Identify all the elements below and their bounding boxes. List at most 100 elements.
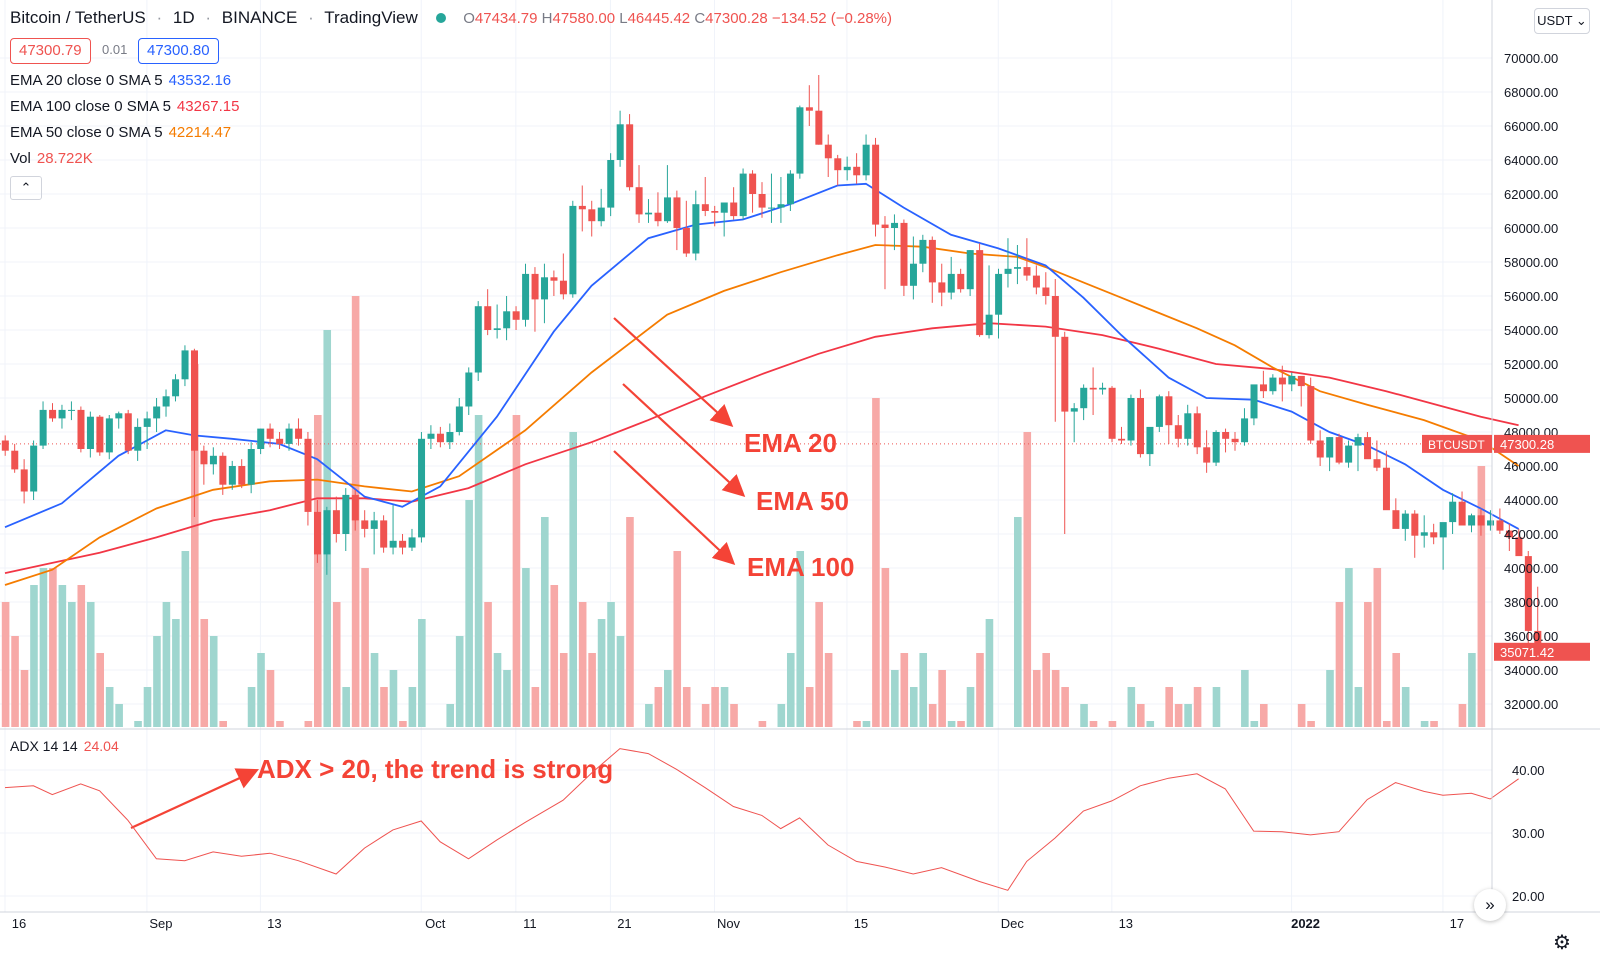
candle-body	[1051, 296, 1059, 337]
go-to-realtime-button[interactable]: »	[1474, 889, 1506, 921]
interval-label[interactable]: 1D	[172, 8, 195, 27]
volume-bar	[1364, 602, 1372, 727]
volume-bar	[313, 415, 322, 727]
volume-bar	[484, 602, 492, 727]
candle-body	[853, 166, 861, 176]
candle-body	[862, 144, 870, 176]
candle-body	[1439, 522, 1447, 538]
candle-body	[815, 110, 823, 145]
collapse-legend-button[interactable]: ⌃	[10, 176, 42, 200]
candle-body	[181, 350, 189, 380]
candle-body	[389, 540, 397, 548]
symbol-name[interactable]: Bitcoin / TetherUS	[10, 8, 146, 27]
ema50-annotation-arrow	[622, 383, 746, 497]
price-tick-label: 56000.00	[1504, 289, 1558, 304]
candle-body	[635, 187, 643, 215]
candle-body	[550, 277, 558, 281]
candle-body	[947, 273, 955, 293]
volume-bar	[418, 619, 426, 727]
volume-bar	[247, 687, 256, 727]
settings-gear-icon[interactable]: ⚙	[1553, 932, 1571, 954]
candle-body	[1430, 532, 1438, 538]
candle-body	[786, 173, 794, 205]
candle-body	[664, 197, 671, 222]
candle-body	[153, 406, 161, 419]
volume-bar	[1023, 432, 1032, 727]
high-value: 47580.00	[552, 10, 616, 27]
volume-bar	[96, 653, 104, 727]
candle-body	[692, 204, 700, 254]
candle-body	[957, 273, 965, 290]
candle-body	[1373, 459, 1381, 468]
candle-body	[777, 204, 785, 208]
adx-annotation-label: ADX > 20, the trend is strong	[257, 754, 613, 784]
volume-bar	[900, 653, 909, 727]
volume-bar	[805, 687, 814, 727]
symbol-tag: BTCUSDT	[1428, 438, 1485, 452]
legend-adx[interactable]: ADX 14 14 24.04	[10, 738, 119, 754]
buy-button[interactable]: 47300.80	[138, 38, 219, 64]
volume-bar	[181, 551, 190, 727]
price-tick-label: 46000.00	[1504, 459, 1558, 474]
volume-bar	[1307, 721, 1315, 727]
candle-body	[370, 520, 378, 529]
candle-body	[541, 277, 549, 300]
legend-ema20[interactable]: EMA 20 close 0 SMA 5 43532.16	[10, 72, 232, 89]
candle-body	[58, 409, 66, 419]
candle-body	[1515, 537, 1523, 557]
volume-bar	[616, 636, 625, 727]
candle-body	[1297, 375, 1305, 387]
candle-body	[1099, 387, 1107, 390]
price-tick-label: 68000.00	[1504, 85, 1558, 100]
candle-body	[768, 207, 776, 209]
candle-body	[1449, 501, 1457, 523]
candle-body	[1524, 556, 1532, 631]
candle-body	[11, 450, 19, 470]
volume-bar	[1392, 653, 1401, 727]
volume-price-tag: 35071.42	[1500, 645, 1554, 660]
candle-body	[1193, 413, 1201, 448]
candle-body	[607, 160, 615, 208]
time-tick-label: Sep	[149, 916, 172, 931]
volume-bar	[455, 636, 464, 727]
candle-body	[1070, 408, 1078, 412]
volume-bar	[597, 619, 606, 727]
legend-ema50[interactable]: EMA 50 close 0 SMA 5 42214.47	[10, 124, 232, 141]
volume-bar	[1335, 602, 1344, 727]
legend-ema100[interactable]: EMA 100 close 0 SMA 5 43267.15	[10, 98, 240, 115]
candle-body	[559, 280, 567, 295]
candle-body	[1364, 437, 1372, 460]
candle-body	[124, 413, 132, 451]
adx-pane	[4, 748, 1519, 891]
live-dot-icon	[436, 13, 447, 24]
candle-body	[1146, 426, 1154, 455]
time-tick-label: Oct	[425, 916, 446, 931]
candle-body	[342, 494, 350, 534]
candle-body	[1155, 396, 1163, 427]
candle-body	[1259, 384, 1267, 392]
volume-bar	[891, 670, 899, 727]
volume-bar	[399, 721, 407, 727]
candle-body	[1212, 432, 1220, 463]
candle-body	[266, 428, 274, 439]
candle-body	[1231, 438, 1239, 443]
volume-bar	[370, 653, 379, 727]
candle-body	[1241, 418, 1249, 443]
sell-button[interactable]: 47300.79	[10, 38, 91, 64]
candle-body	[1004, 268, 1012, 274]
currency-select[interactable]: USDT ⌄	[1534, 8, 1590, 34]
volume-bar	[1174, 704, 1183, 727]
volume-bar	[1241, 670, 1249, 727]
close-value: 47300.28	[705, 10, 768, 27]
candle-body	[408, 537, 416, 548]
volume-bar	[134, 721, 142, 727]
volume-bar	[1061, 687, 1069, 727]
candle-body	[503, 311, 511, 329]
candle-body	[1165, 396, 1173, 426]
volume-bar	[304, 721, 313, 727]
price-tick-label: 66000.00	[1504, 119, 1558, 134]
exchange-label: BINANCE	[221, 8, 298, 27]
adx-line	[4, 748, 1519, 891]
legend-volume[interactable]: Vol 28.722K	[10, 150, 93, 167]
